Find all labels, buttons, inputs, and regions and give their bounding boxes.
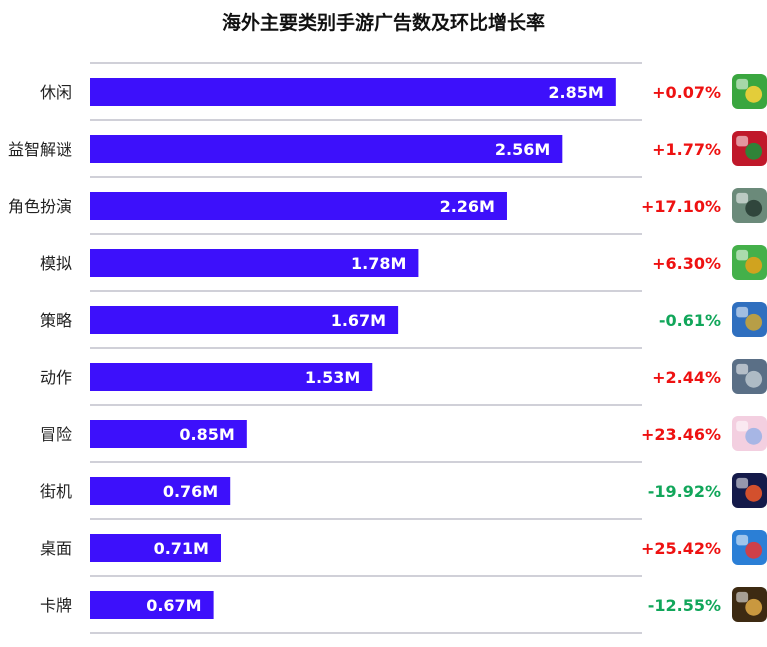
bar[interactable]: [90, 534, 221, 562]
puzzle-block-game-icon: [732, 131, 767, 166]
simulation-game-icon: [732, 245, 767, 280]
bar[interactable]: [90, 363, 373, 391]
bar-row: 策略 1.67M -0.61%: [40, 302, 767, 337]
bar-row: 街机 0.76M -19.92%: [40, 473, 767, 508]
change-rate-label: -19.92%: [648, 482, 721, 501]
icon-glyph: [736, 78, 749, 90]
bar[interactable]: [90, 249, 419, 277]
icon-glyph: [736, 420, 749, 432]
icon-glyph: [745, 85, 763, 103]
category-label: 冒险: [40, 425, 72, 444]
icon-glyph: [745, 256, 763, 274]
change-rate-label: +25.42%: [641, 539, 721, 558]
icon-glyph: [745, 484, 763, 502]
action-game-icon: [732, 359, 767, 394]
card-game-icon: [732, 587, 767, 622]
category-label: 卡牌: [40, 596, 72, 615]
icon-glyph: [736, 249, 749, 261]
category-label: 动作: [40, 368, 72, 387]
adventure-game-icon: [732, 416, 767, 451]
bar-row: 益智解谜 2.56M +1.77%: [8, 131, 767, 166]
change-rate-label: +6.30%: [652, 254, 721, 273]
bar-value-label: 2.85M: [548, 83, 603, 102]
bar-row: 休闲 2.85M +0.07%: [40, 74, 767, 109]
category-label: 模拟: [40, 254, 72, 273]
bar-row: 动作 1.53M +2.44%: [40, 359, 767, 394]
icon-glyph: [745, 142, 763, 160]
category-label: 桌面: [40, 539, 72, 558]
bar-value-label: 0.76M: [163, 482, 218, 501]
change-rate-label: +0.07%: [652, 83, 721, 102]
change-rate-label: -12.55%: [648, 596, 721, 615]
bar[interactable]: [90, 192, 507, 220]
board-game-icon: [732, 530, 767, 565]
icon-glyph: [745, 427, 763, 445]
category-label: 益智解谜: [8, 140, 72, 159]
icon-glyph: [745, 598, 763, 616]
change-rate-label: -0.61%: [659, 311, 721, 330]
bar-row: 卡牌 0.67M -12.55%: [40, 587, 767, 622]
icon-glyph: [745, 370, 763, 388]
bar-value-label: 1.78M: [351, 254, 406, 273]
bar-row: 模拟 1.78M +6.30%: [40, 245, 767, 280]
change-rate-label: +1.77%: [652, 140, 721, 159]
casual-game-icon: [732, 74, 767, 109]
bar-row: 角色扮演 2.26M +17.10%: [8, 188, 767, 223]
bar[interactable]: [90, 420, 247, 448]
bar[interactable]: [90, 135, 563, 163]
bar-value-label: 0.67M: [146, 596, 201, 615]
bar[interactable]: [90, 591, 214, 619]
icon-glyph: [736, 477, 749, 489]
bar[interactable]: [90, 306, 399, 334]
bar-value-label: 1.53M: [305, 368, 360, 387]
icon-glyph: [736, 591, 749, 603]
change-rate-label: +23.46%: [641, 425, 721, 444]
icon-glyph: [745, 541, 763, 559]
icon-glyph: [745, 313, 763, 331]
arcade-game-icon: [732, 473, 767, 508]
chart-title: 海外主要类别手游广告数及环比增长率: [221, 12, 545, 34]
change-rate-label: +2.44%: [652, 368, 721, 387]
category-label: 街机: [40, 482, 72, 501]
strategy-game-icon: [732, 302, 767, 337]
category-label: 休闲: [40, 83, 72, 102]
icon-glyph: [736, 306, 749, 318]
icon-glyph: [745, 199, 763, 217]
bar-row: 冒险 0.85M +23.46%: [40, 416, 767, 451]
category-label: 角色扮演: [8, 197, 72, 216]
bar-value-label: 0.85M: [179, 425, 234, 444]
bar-value-label: 0.71M: [154, 539, 209, 558]
icon-glyph: [736, 534, 749, 546]
icon-glyph: [736, 192, 749, 204]
bar-value-label: 2.26M: [440, 197, 495, 216]
icon-glyph: [736, 135, 749, 147]
bar-value-label: 1.67M: [331, 311, 386, 330]
bar-row: 桌面 0.71M +25.42%: [40, 530, 767, 565]
bar[interactable]: [90, 477, 231, 505]
bar-value-label: 2.56M: [495, 140, 550, 159]
icon-glyph: [736, 363, 749, 375]
rpg-game-icon: [732, 188, 767, 223]
change-rate-label: +17.10%: [641, 197, 721, 216]
category-label: 策略: [40, 311, 72, 330]
bar[interactable]: [90, 78, 616, 106]
